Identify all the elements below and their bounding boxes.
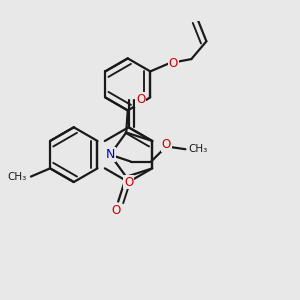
Text: O: O	[111, 204, 120, 217]
Text: O: O	[136, 93, 145, 106]
Text: CH₃: CH₃	[188, 144, 208, 154]
Text: N: N	[105, 148, 115, 161]
Text: O: O	[124, 176, 133, 188]
Text: O: O	[169, 57, 178, 70]
Text: CH₃: CH₃	[7, 172, 26, 182]
Text: O: O	[162, 138, 171, 152]
